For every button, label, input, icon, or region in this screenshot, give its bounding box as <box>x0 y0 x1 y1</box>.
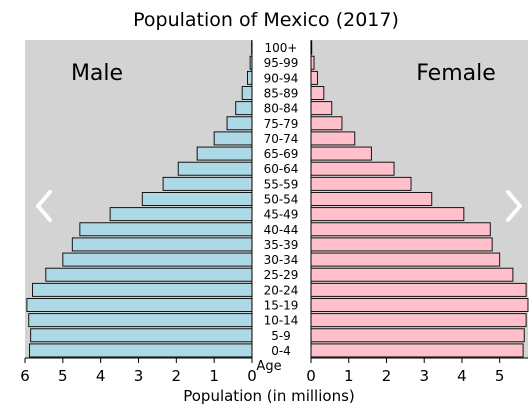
male-bar-5-9 <box>30 328 253 343</box>
male-bar-90-94 <box>247 70 253 85</box>
age-label-45-49: 45-49 <box>264 208 299 222</box>
age-label-15-19: 15-19 <box>264 299 299 313</box>
male-bar-70-74 <box>213 131 253 146</box>
male-panel <box>25 40 253 359</box>
female-bar-70-74 <box>310 131 356 146</box>
male-bar-85-89 <box>241 86 253 100</box>
male-tick-label-5: 5 <box>58 367 68 385</box>
female-tick-label-4: 4 <box>457 367 467 385</box>
female-bar-75-79 <box>310 116 343 131</box>
female-bar-35-39 <box>310 237 493 252</box>
age-label-40-44: 40-44 <box>264 223 299 237</box>
female-bar-55-59 <box>310 176 412 191</box>
male-bar-25-29 <box>45 267 253 282</box>
x-axis-female: 0 1 2 3 4 5 <box>306 358 504 385</box>
female-bar-10-14 <box>310 313 527 328</box>
previous-arrow-button[interactable] <box>32 186 56 226</box>
age-label-10-14: 10-14 <box>264 314 299 328</box>
age-label-20-24: 20-24 <box>264 283 299 297</box>
age-label-30-34: 30-34 <box>264 253 299 267</box>
age-label-95-99: 95-99 <box>264 56 299 70</box>
age-label-80-84: 80-84 <box>264 102 299 116</box>
female-bar-65-69 <box>310 146 372 161</box>
male-bar-20-24 <box>32 282 253 297</box>
age-label-100+: 100+ <box>265 41 298 55</box>
female-bar-50-54 <box>310 192 433 206</box>
chevron-right-icon <box>506 190 522 222</box>
male-bar-45-49 <box>109 207 253 222</box>
male-panel-label: Male <box>71 61 123 86</box>
female-bar-85-89 <box>310 86 325 100</box>
male-bar-0-4 <box>29 343 253 358</box>
age-label-75-79: 75-79 <box>264 117 299 131</box>
male-bar-40-44 <box>79 222 253 237</box>
x-axis-male: 0 1 2 3 4 5 6 <box>20 358 257 385</box>
male-bar-15-19 <box>26 298 253 312</box>
next-arrow-button[interactable] <box>502 186 526 226</box>
chart-title: Population of Mexico (2017) <box>133 9 399 31</box>
male-bar-75-79 <box>226 116 253 131</box>
age-label-70-74: 70-74 <box>264 132 299 146</box>
female-panel <box>310 40 529 359</box>
chevron-left-icon <box>36 190 52 222</box>
male-bar-55-59 <box>162 176 253 191</box>
age-label-25-29: 25-29 <box>264 268 299 282</box>
male-bar-80-84 <box>235 101 253 116</box>
x-axis-title: Population (in millions) <box>183 387 355 405</box>
female-bar-80-84 <box>310 101 333 116</box>
male-bar-10-14 <box>28 313 253 328</box>
age-label-50-54: 50-54 <box>264 193 299 207</box>
male-tick-label-3: 3 <box>134 367 144 385</box>
female-bar-90-94 <box>310 70 318 85</box>
female-tick-label-0: 0 <box>306 367 316 385</box>
male-bar-65-69 <box>196 146 253 161</box>
age-label-65-69: 65-69 <box>264 147 299 161</box>
male-bar-60-64 <box>177 161 253 176</box>
female-bar-40-44 <box>310 222 491 237</box>
age-label-85-89: 85-89 <box>264 87 299 101</box>
female-bar-5-9 <box>310 328 525 343</box>
female-tick-label-1: 1 <box>344 367 354 385</box>
female-panel-label: Female <box>416 61 496 86</box>
male-tick-label-1: 1 <box>209 367 219 385</box>
age-axis-title: Age <box>256 359 281 374</box>
female-bar-20-24 <box>310 282 527 297</box>
male-bar-30-34 <box>62 252 253 267</box>
female-bar-30-34 <box>310 252 501 267</box>
female-tick-label-3: 3 <box>419 367 429 385</box>
male-bar-50-54 <box>141 192 253 206</box>
female-tick-label-5: 5 <box>495 367 505 385</box>
female-bar-60-64 <box>310 161 395 176</box>
male-tick-label-4: 4 <box>96 367 106 385</box>
female-bar-0-4 <box>310 343 524 358</box>
female-bar-15-19 <box>310 298 529 312</box>
male-tick-label-0: 0 <box>247 367 257 385</box>
female-tick-label-2: 2 <box>382 367 392 385</box>
age-label-60-64: 60-64 <box>264 162 299 176</box>
female-bar-25-29 <box>310 267 514 282</box>
male-tick-label-2: 2 <box>172 367 182 385</box>
age-label-55-59: 55-59 <box>264 177 299 191</box>
age-label-35-39: 35-39 <box>264 238 299 252</box>
male-bar-35-39 <box>71 237 253 252</box>
male-tick-label-6: 6 <box>20 367 30 385</box>
age-label-5-9: 5-9 <box>271 329 291 343</box>
female-bar-45-49 <box>310 207 465 222</box>
age-label-0-4: 0-4 <box>271 344 291 358</box>
age-label-90-94: 90-94 <box>264 71 299 85</box>
